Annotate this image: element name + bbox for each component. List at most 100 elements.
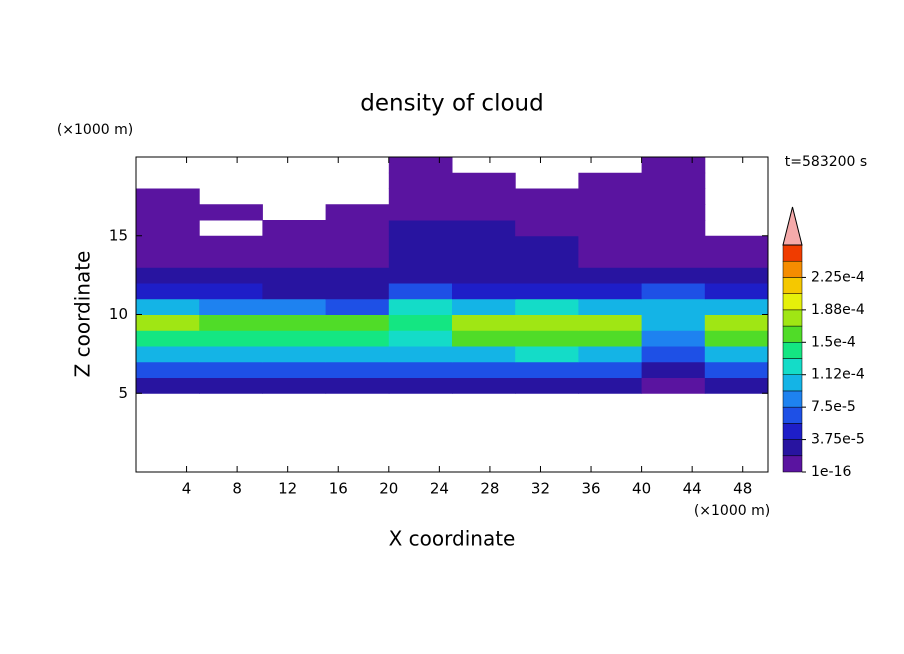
- contour-cell: [641, 235, 706, 252]
- contour-cell: [704, 330, 769, 347]
- contour-cell: [262, 251, 327, 268]
- contour-cell: [641, 361, 706, 378]
- contour-cell: [199, 298, 263, 315]
- contour-cell: [199, 361, 263, 378]
- contour-cell: [641, 298, 706, 315]
- x-tick-label: 36: [581, 480, 600, 498]
- contour-cell: [136, 235, 200, 252]
- contour-cell: [262, 298, 327, 315]
- colorbar-band: [782, 325, 803, 343]
- contour-cell: [199, 314, 263, 331]
- contour-cell: [388, 235, 453, 252]
- contour-cell: [388, 172, 453, 189]
- contour-cell: [136, 251, 200, 268]
- contour-cell: [641, 314, 706, 331]
- colorbar-band: [782, 406, 803, 424]
- colorbar-band: [782, 309, 803, 327]
- contour-cell: [578, 251, 643, 268]
- contour-cell: [325, 204, 390, 221]
- contour-cell: [136, 346, 200, 363]
- x-tick-label: 8: [232, 480, 242, 498]
- contour-cell: [578, 172, 643, 189]
- contour-cell: [136, 283, 200, 300]
- contour-cell: [388, 251, 453, 268]
- contour-cell: [641, 172, 706, 189]
- contour-cell: [262, 377, 327, 394]
- x-tick-label: 16: [329, 480, 348, 498]
- contour-cell: [325, 267, 390, 284]
- contour-cell: [325, 251, 390, 268]
- x-axis-label: X coordinate: [389, 527, 516, 551]
- contour-cell: [262, 330, 327, 347]
- contour-cell: [262, 314, 327, 331]
- contour-cell: [515, 283, 579, 300]
- contour-cell: [515, 314, 579, 331]
- contour-cell: [578, 283, 643, 300]
- contour-cell: [199, 235, 263, 252]
- contour-cell: [641, 251, 706, 268]
- contour-cell: [388, 346, 453, 363]
- contour-cell: [704, 346, 769, 363]
- contour-cell: [388, 204, 453, 221]
- contour-cell: [578, 298, 643, 315]
- y-tick-label: 15: [109, 226, 128, 244]
- contour-cell: [452, 314, 516, 331]
- x-tick-label: 28: [480, 480, 499, 498]
- contour-cell: [262, 267, 327, 284]
- contour-cell: [136, 298, 200, 315]
- contour-cell: [515, 267, 579, 284]
- contour-cell: [136, 377, 200, 394]
- contour-cell: [704, 267, 769, 284]
- colorbar-tick-label: 3.75e-5: [811, 432, 865, 448]
- colorbar-band: [782, 358, 803, 375]
- colorbar-band: [782, 439, 803, 457]
- colorbar-tick-label: 1.5e-4: [811, 334, 856, 350]
- chart-title: density of cloud: [360, 91, 543, 117]
- contour-cell: [136, 361, 200, 378]
- contour-cell: [515, 220, 579, 237]
- contour-cell: [325, 298, 390, 315]
- contour-cell: [578, 346, 643, 363]
- colorbar-tick-label: 1e-16: [811, 464, 851, 480]
- contour-cell: [325, 314, 390, 331]
- contour-cell: [704, 298, 769, 315]
- colorbar-tick-label: 1.88e-4: [811, 302, 865, 318]
- colorbar-tick-label: 7.5e-5: [811, 399, 856, 415]
- contour-cell: [199, 204, 263, 221]
- y-tick-label: 5: [118, 384, 128, 402]
- time-label: t=583200 s: [785, 154, 867, 170]
- contour-cell: [136, 330, 200, 347]
- contour-cell: [578, 314, 643, 331]
- contour-cell: [452, 361, 516, 378]
- contour-cell: [515, 204, 579, 221]
- contour-cell: [515, 346, 579, 363]
- contour-cell: [452, 298, 516, 315]
- contour-cell: [452, 204, 516, 221]
- colorbar-tick-label: 1.12e-4: [811, 367, 865, 383]
- contour-cell: [388, 267, 453, 284]
- contour-cell: [704, 235, 769, 252]
- contour-cell: [704, 251, 769, 268]
- contour-cell: [641, 188, 706, 205]
- contour-cell: [388, 188, 453, 205]
- contour-cell: [262, 235, 327, 252]
- contour-cell: [325, 220, 390, 237]
- contour-cell: [641, 204, 706, 221]
- contour-cell: [136, 314, 200, 331]
- contour-cell: [199, 267, 263, 284]
- y-axis-label: Z coordinate: [71, 251, 95, 378]
- contour-cell: [452, 220, 516, 237]
- x-tick-label: 48: [733, 480, 752, 498]
- contour-cell: [452, 330, 516, 347]
- colorbar-band: [782, 455, 803, 473]
- contour-cell: [515, 298, 579, 315]
- x-tick-label: 24: [430, 480, 449, 498]
- contour-cell: [199, 330, 263, 347]
- contour-cell: [578, 361, 643, 378]
- contour-cell: [515, 361, 579, 378]
- contour-cell: [136, 267, 200, 284]
- contour-cell: [262, 346, 327, 363]
- contour-cell: [578, 235, 643, 252]
- contour-cell: [262, 283, 327, 300]
